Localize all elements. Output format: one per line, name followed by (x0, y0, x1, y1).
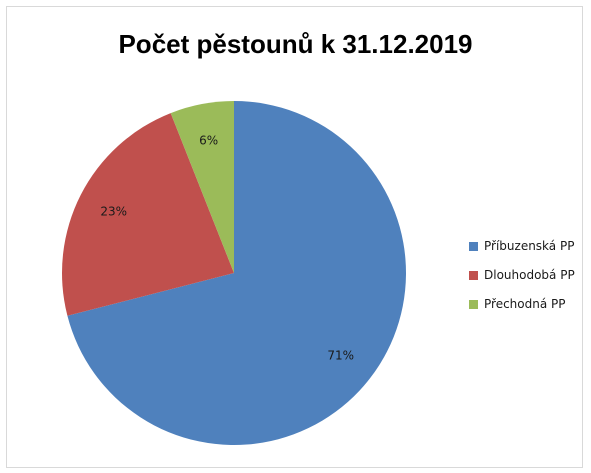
slice-label-1: 71% (327, 349, 354, 363)
pie-slice-3 (170, 101, 234, 273)
legend: Příbuzenská PP Dlouhodobá PP Přechodná P… (469, 237, 575, 324)
chart-area: Počet pěstounů k 31.12.2019 71% 23% 6% Pří… (6, 6, 583, 468)
legend-item-prechodna: Přechodná PP (469, 295, 575, 313)
legend-label: Příbuzenská PP (484, 239, 575, 253)
legend-swatch (469, 270, 478, 280)
legend-swatch (469, 299, 478, 309)
pie-slice-2 (61, 113, 234, 316)
legend-label: Dlouhodobá PP (484, 268, 575, 282)
slice-label-2: 23% (100, 205, 127, 219)
legend-swatch (469, 241, 478, 251)
legend-item-dlouhodoba: Dlouhodobá PP (469, 266, 575, 284)
chart-title: Počet pěstounů k 31.12.2019 (118, 29, 473, 59)
pie-chart: 71% 23% 6% (61, 101, 407, 445)
legend-item-pribuzenska: Příbuzenská PP (469, 237, 575, 255)
pie-slice-1 (67, 101, 407, 445)
legend-label: Přechodná PP (484, 297, 566, 311)
slice-label-3: 6% (199, 133, 218, 147)
